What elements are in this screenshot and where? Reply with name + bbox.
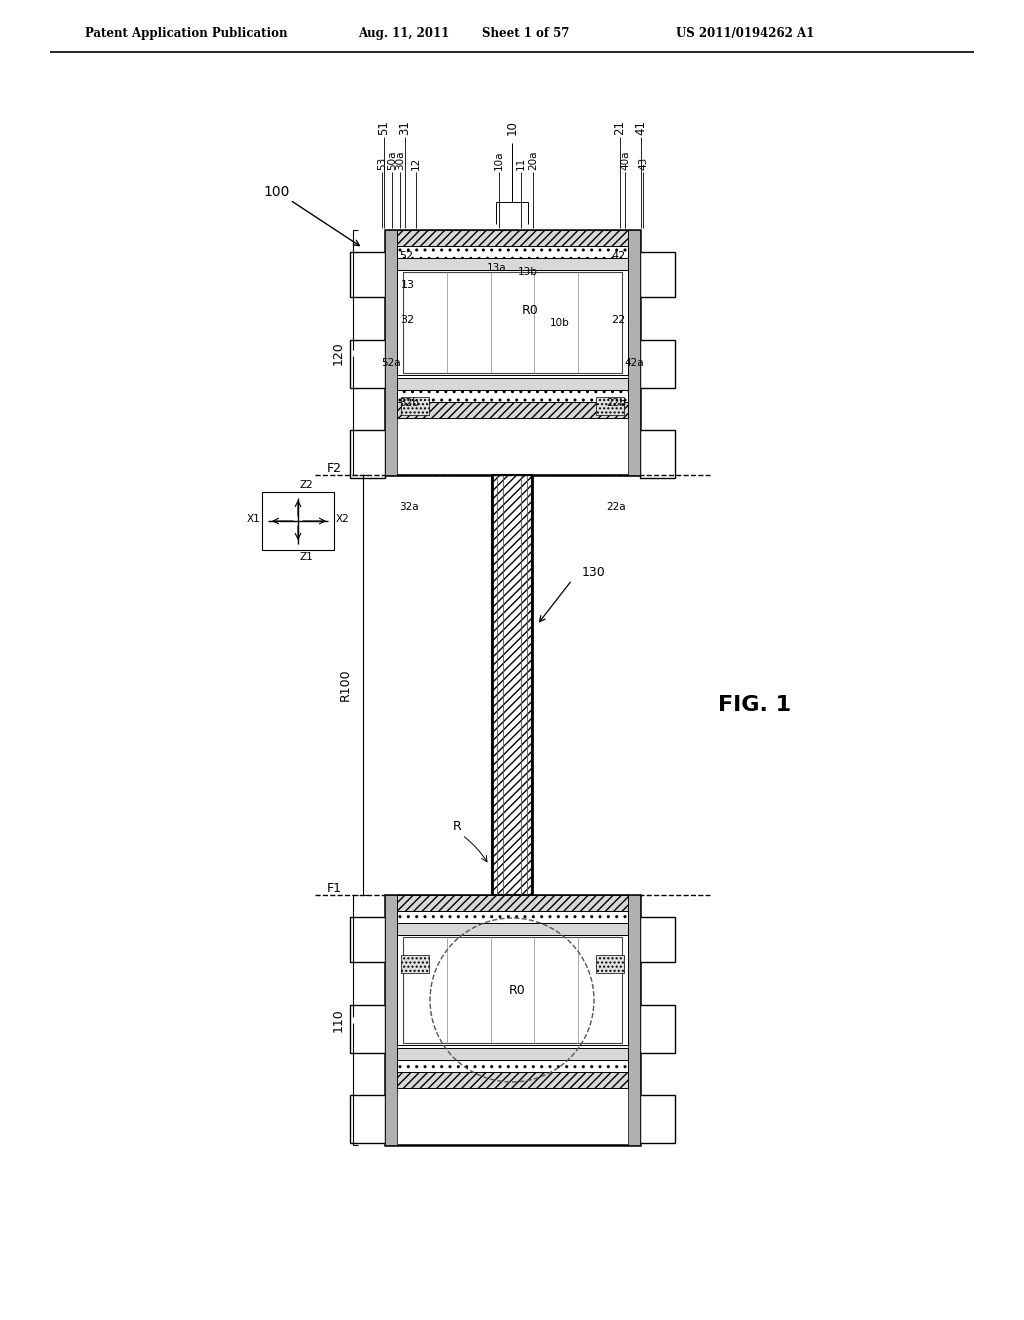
Text: 13a: 13a — [487, 263, 507, 273]
Text: FIG. 1: FIG. 1 — [719, 696, 792, 715]
Text: 52a: 52a — [381, 358, 400, 368]
Bar — [397, 378, 628, 389]
Text: US 2011/0194262 A1: US 2011/0194262 A1 — [676, 26, 814, 40]
Bar — [397, 1048, 628, 1060]
Text: 12: 12 — [411, 157, 421, 170]
Bar — [397, 271, 628, 375]
Text: Z2: Z2 — [300, 480, 313, 490]
Polygon shape — [640, 1005, 675, 1053]
Text: 20a: 20a — [528, 150, 538, 170]
Text: 31: 31 — [398, 120, 412, 135]
Text: 10b: 10b — [550, 318, 569, 327]
Text: 22a: 22a — [606, 502, 626, 512]
Polygon shape — [350, 1005, 385, 1053]
Text: 43: 43 — [638, 157, 648, 170]
Bar — [403, 937, 622, 1043]
Text: 120: 120 — [332, 341, 344, 364]
Text: 22b: 22b — [606, 399, 626, 408]
Text: 42a: 42a — [625, 358, 644, 368]
Bar — [397, 403, 628, 418]
Bar — [385, 230, 397, 475]
Bar — [397, 1072, 628, 1088]
Text: 13: 13 — [401, 280, 415, 290]
Bar — [401, 954, 429, 973]
Bar — [397, 257, 628, 271]
Polygon shape — [640, 430, 675, 478]
Text: 30a: 30a — [395, 150, 406, 170]
Text: 22: 22 — [611, 315, 625, 325]
Text: 52: 52 — [399, 251, 413, 261]
Text: Patent Application Publication: Patent Application Publication — [85, 26, 288, 40]
Text: F2: F2 — [327, 462, 342, 474]
Bar — [262, 492, 334, 550]
Text: R: R — [453, 821, 462, 833]
Text: 110: 110 — [332, 1008, 344, 1032]
Polygon shape — [350, 430, 385, 478]
Bar — [403, 272, 622, 374]
Polygon shape — [640, 1096, 675, 1143]
Bar — [596, 397, 624, 414]
Text: 32a: 32a — [399, 502, 419, 512]
Bar — [397, 230, 628, 246]
Bar — [628, 230, 640, 475]
Text: 21: 21 — [613, 120, 627, 135]
Text: 32: 32 — [400, 315, 414, 325]
Polygon shape — [640, 341, 675, 388]
Text: R100: R100 — [339, 669, 351, 701]
Bar — [397, 923, 628, 935]
Polygon shape — [350, 917, 385, 962]
Bar — [397, 246, 628, 257]
Bar — [397, 389, 628, 403]
Bar — [401, 397, 429, 414]
Polygon shape — [640, 252, 675, 297]
Bar — [628, 895, 640, 1144]
Text: 10a: 10a — [494, 150, 504, 170]
Text: F1: F1 — [327, 882, 342, 895]
Text: R0: R0 — [509, 983, 525, 997]
Bar — [397, 895, 628, 911]
Text: 11: 11 — [516, 157, 526, 170]
Polygon shape — [350, 252, 385, 297]
Text: 42: 42 — [612, 251, 626, 261]
Bar — [492, 475, 532, 895]
Text: X2: X2 — [336, 513, 350, 524]
Text: 32b: 32b — [399, 399, 419, 408]
Bar — [596, 954, 624, 973]
Text: 100: 100 — [264, 185, 290, 199]
Text: Sheet 1 of 57: Sheet 1 of 57 — [482, 26, 569, 40]
Text: 130: 130 — [582, 566, 606, 579]
Text: X1: X1 — [246, 513, 260, 524]
Text: 40a: 40a — [620, 150, 630, 170]
Text: 50a: 50a — [387, 150, 397, 170]
Text: 10: 10 — [506, 120, 518, 135]
Bar — [397, 1060, 628, 1072]
Bar — [397, 911, 628, 923]
Bar — [385, 230, 640, 475]
Text: 51: 51 — [378, 120, 390, 135]
Polygon shape — [350, 1096, 385, 1143]
Text: Aug. 11, 2011: Aug. 11, 2011 — [358, 26, 450, 40]
Bar — [397, 935, 628, 1045]
Text: 41: 41 — [635, 120, 647, 135]
Bar — [385, 895, 397, 1144]
Polygon shape — [350, 341, 385, 388]
Text: 53: 53 — [377, 157, 387, 170]
Text: Z1: Z1 — [300, 552, 313, 562]
Text: R0: R0 — [521, 304, 539, 317]
Bar — [385, 895, 640, 1144]
Polygon shape — [640, 917, 675, 962]
Text: 13b: 13b — [518, 267, 538, 277]
